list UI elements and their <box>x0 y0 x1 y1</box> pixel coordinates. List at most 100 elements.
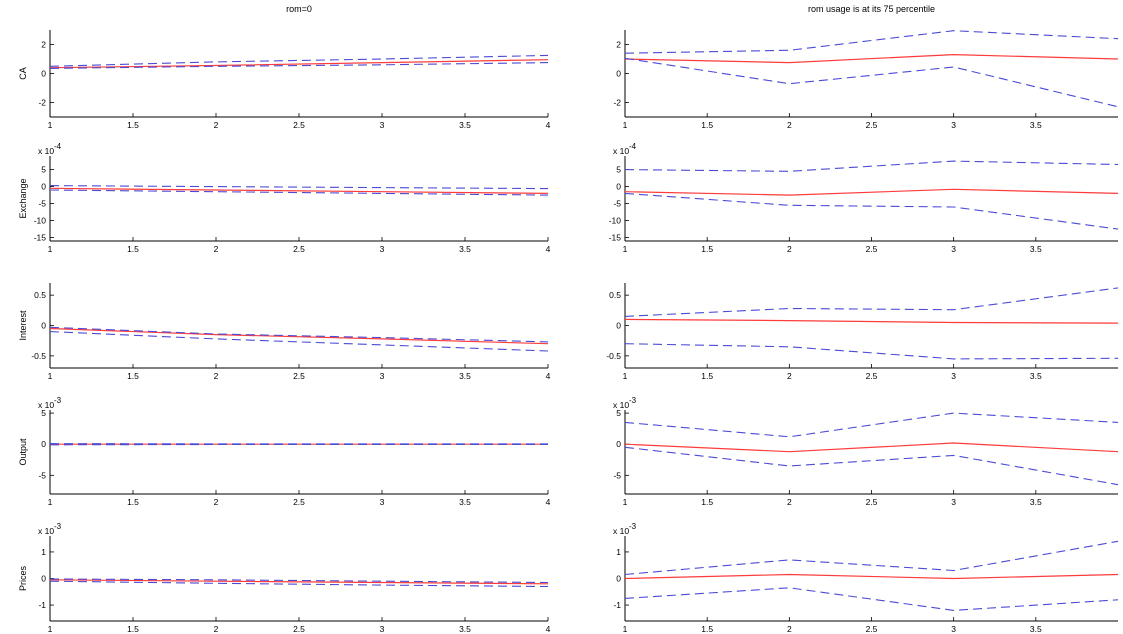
x-tick-label: 3.5 <box>1030 497 1042 507</box>
x-tick-label: 3.5 <box>1030 624 1042 634</box>
x-tick-label: 2 <box>787 371 792 381</box>
y-scale-label: x 10 <box>613 400 629 410</box>
x-tick-label: 1 <box>48 624 53 634</box>
subplot-2-1: 1 1.5 2 2.5 3 3.5 4 -15 -10 -5 0 5 x 10 -4 Exchange <box>18 142 551 254</box>
x-tick-label: 2.5 <box>866 497 878 507</box>
series-estimate-line <box>624 573 1119 580</box>
x-tick-label: 2.5 <box>293 120 305 130</box>
subplot-3-1: 1 1.5 2 2.5 3 3.5 4 -0.5 0 0.5 Interest <box>18 283 551 381</box>
series-upper-line <box>624 540 1119 576</box>
x-tick-label: 1.5 <box>127 244 139 254</box>
x-tick-label: 2 <box>787 244 792 254</box>
subplot-5-2: 1 1.5 2 2.5 3 3.5 -1 0 1 x 10 -3 <box>613 522 1119 634</box>
x-tick-label: 1 <box>48 497 53 507</box>
y-tick-label: 5 <box>616 165 621 175</box>
subplot-4-1: 1 1.5 2 2.5 3 3.5 4 -5 0 5x 10 -3 Output <box>18 396 551 507</box>
y-tick-label: 0 <box>41 574 46 584</box>
y-tick-label: 0 <box>616 321 621 331</box>
y-tick-label: 0 <box>41 439 46 449</box>
series-estimate-line <box>49 579 549 585</box>
subplot-2-2: 1 1.5 2 2.5 3 3.5 -15 -10 -5 0 5 x 10 -4 <box>609 142 1119 254</box>
series-estimate-line <box>49 327 549 345</box>
x-tick-label: 1 <box>623 497 628 507</box>
y-tick-label: 0 <box>41 321 46 331</box>
x-tick-label: 2.5 <box>293 624 305 634</box>
y-axis-label: Exchange <box>18 178 28 218</box>
y-tick-label: 0 <box>616 439 621 449</box>
x-tick-label: 4 <box>546 624 551 634</box>
y-scale-label: x 10 <box>38 400 54 410</box>
y-tick-label: -5 <box>613 199 621 209</box>
series-lower-line <box>624 192 1119 230</box>
y-tick-label: 0.5 <box>609 290 621 300</box>
y-tick-label: -1 <box>38 600 46 610</box>
y-tick-label: -0.5 <box>31 351 46 361</box>
y-tick-label: -10 <box>34 216 47 226</box>
y-scale-label: x 10 <box>613 146 629 156</box>
y-axis-label: Prices <box>18 566 28 592</box>
x-tick-label: 2 <box>787 624 792 634</box>
x-tick-label: 2.5 <box>293 371 305 381</box>
x-tick-label: 2 <box>214 624 219 634</box>
y-tick-label: 1 <box>41 547 46 557</box>
x-tick-label: 2 <box>214 120 219 130</box>
y-tick-label: -2 <box>38 98 46 108</box>
x-tick-label: 1.5 <box>701 371 713 381</box>
y-scale-label: x 10 <box>38 146 54 156</box>
series-upper-line <box>624 287 1119 317</box>
x-tick-label: 1 <box>48 120 53 130</box>
subplot-4-2: 1 1.5 2 2.5 3 3.5 -5 0 5x 10 -3 <box>613 396 1119 507</box>
x-tick-label: 3 <box>951 497 956 507</box>
y-scale-exponent: -4 <box>629 142 637 151</box>
x-tick-label: 1.5 <box>127 371 139 381</box>
series-upper-line <box>624 30 1119 54</box>
x-tick-label: 3 <box>380 120 385 130</box>
y-tick-label: -0.5 <box>606 351 621 361</box>
series-lower-line <box>624 446 1119 486</box>
x-tick-label: 3.5 <box>459 120 471 130</box>
series-estimate-line <box>49 59 549 69</box>
subplot-5-1: 1 1.5 2 2.5 3 3.5 4 -1 0 1 x 10 -3 Prices <box>18 522 551 634</box>
x-tick-label: 1.5 <box>127 497 139 507</box>
x-tick-label: 1 <box>48 244 53 254</box>
x-tick-label: 1 <box>623 371 628 381</box>
x-tick-label: 3 <box>380 624 385 634</box>
x-tick-label: 2.5 <box>866 120 878 130</box>
y-tick-label: 0.5 <box>34 290 46 300</box>
x-tick-label: 3 <box>951 371 956 381</box>
x-tick-label: 3 <box>951 120 956 130</box>
y-axis-label: Interest <box>18 310 28 341</box>
x-tick-label: 1.5 <box>127 120 139 130</box>
x-tick-label: 2 <box>214 371 219 381</box>
x-tick-label: 3 <box>951 244 956 254</box>
y-tick-label: 0 <box>616 574 621 584</box>
y-tick-label: 1 <box>616 547 621 557</box>
subplot-1-2: 1 1.5 2 2.5 3 3.5 -2 0 2 rom usage is at its 75 p… <box>613 4 1119 130</box>
y-scale-exponent: -3 <box>54 396 62 405</box>
x-tick-label: 3 <box>380 244 385 254</box>
x-tick-label: 3.5 <box>1030 120 1042 130</box>
series-estimate-line <box>624 318 1119 324</box>
x-tick-label: 2 <box>214 497 219 507</box>
series-lower-line <box>624 587 1119 611</box>
x-tick-label: 3.5 <box>459 624 471 634</box>
x-tick-label: 3 <box>951 624 956 634</box>
x-tick-label: 1.5 <box>701 120 713 130</box>
series-estimate-line <box>624 442 1119 453</box>
x-tick-label: 3.5 <box>1030 244 1042 254</box>
x-tick-label: 3.5 <box>459 244 471 254</box>
x-tick-label: 1 <box>623 244 628 254</box>
x-tick-label: 3.5 <box>1030 371 1042 381</box>
series-lower-line <box>624 57 1119 108</box>
y-scale-exponent: -3 <box>54 522 62 531</box>
x-tick-label: 3 <box>380 371 385 381</box>
x-tick-label: 3 <box>380 497 385 507</box>
y-scale-exponent: -3 <box>629 522 637 531</box>
x-tick-label: 1 <box>623 120 628 130</box>
y-axis-label: CA <box>18 67 28 80</box>
x-tick-label: 2.5 <box>293 497 305 507</box>
y-scale-exponent: -4 <box>54 142 62 151</box>
y-scale-label: x 10 <box>38 526 54 536</box>
x-tick-label: 4 <box>546 120 551 130</box>
